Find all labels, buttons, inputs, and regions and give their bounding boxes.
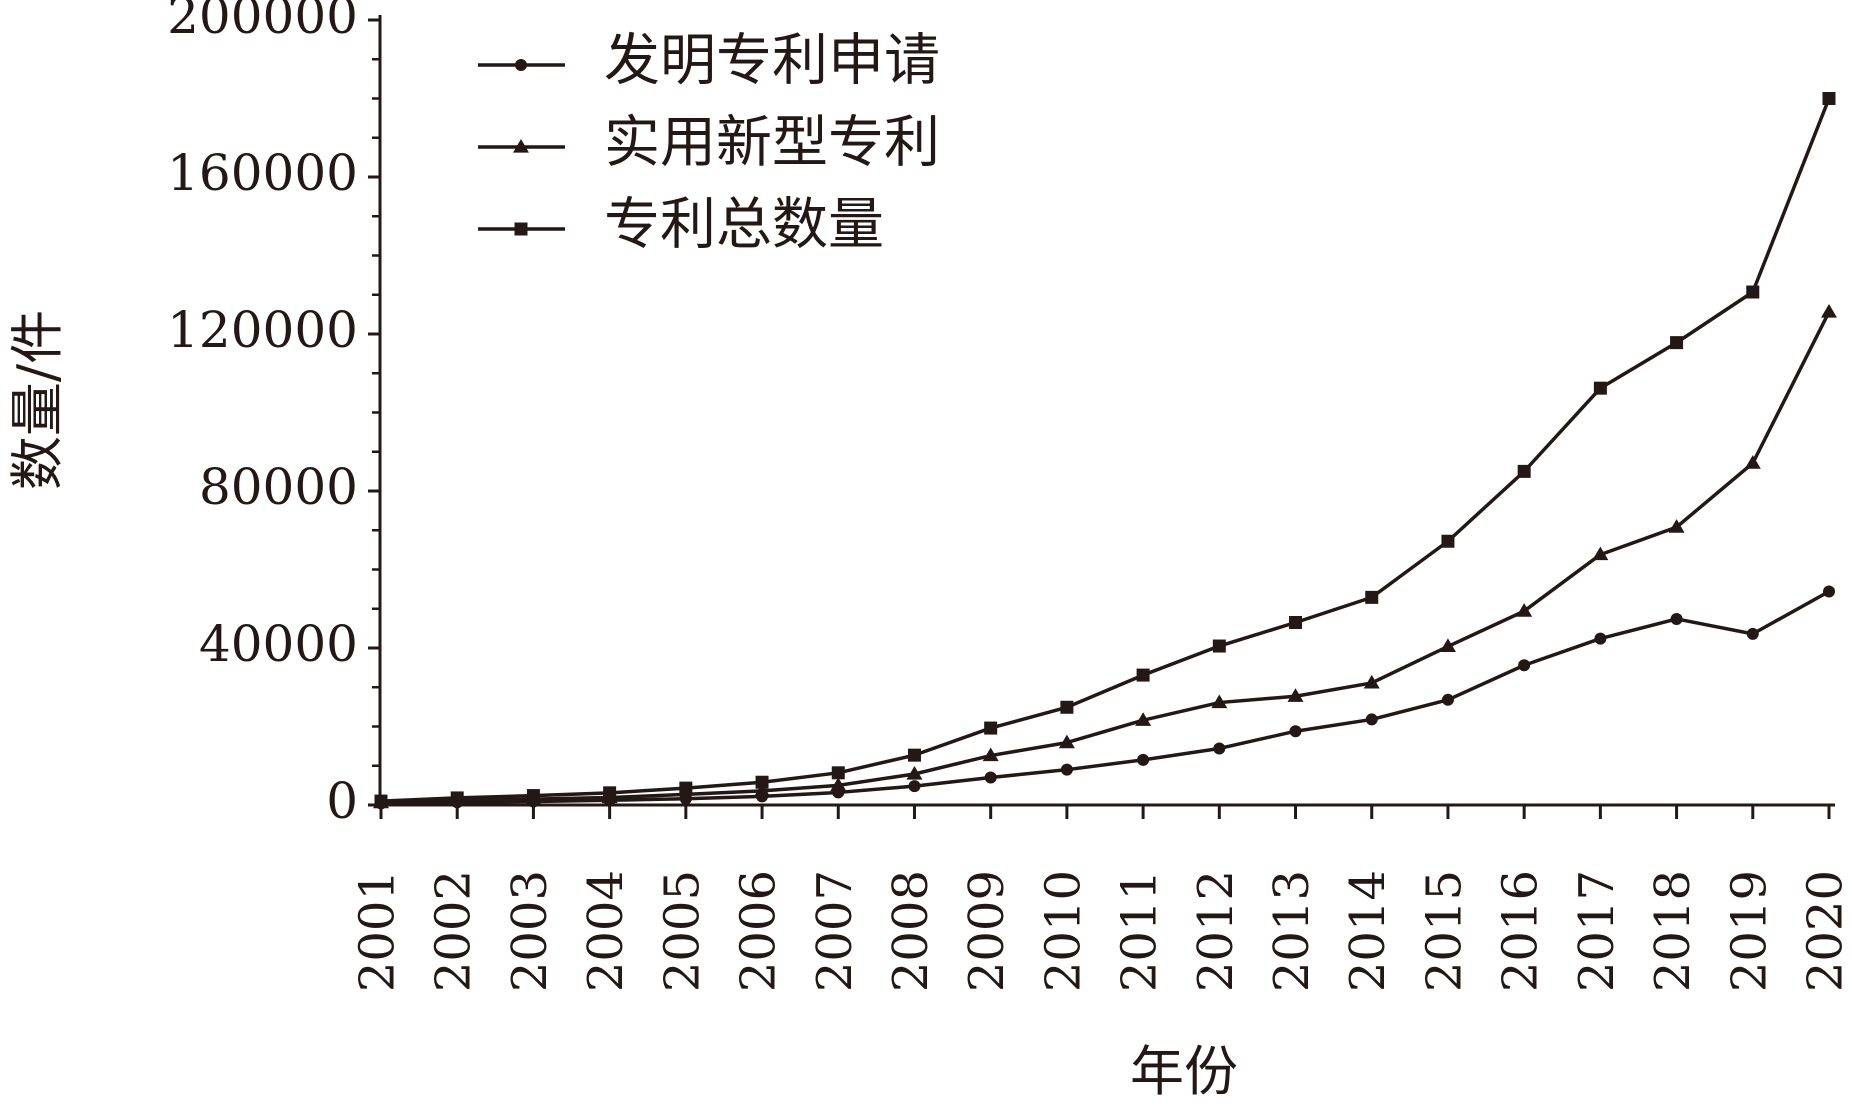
x-tick-label: 2012 (1188, 870, 1244, 992)
x-tick-label: 2002 (426, 870, 482, 992)
data-point (1594, 382, 1607, 395)
data-point (1441, 535, 1454, 548)
series-line (381, 99, 1829, 802)
x-tick-label: 2008 (883, 870, 939, 992)
series-lines (373, 92, 1837, 809)
x-tick-label: 2004 (578, 870, 634, 992)
data-point (1289, 616, 1302, 629)
x-tick-label: 2019 (1721, 870, 1777, 992)
legend-entry: 实用新型专利 (478, 111, 940, 176)
data-point (1060, 701, 1073, 714)
series-3 (375, 92, 1836, 808)
data-point (1213, 742, 1225, 754)
series-line (381, 591, 1829, 803)
series-1 (375, 585, 1835, 809)
legend-label: 实用新型专利 (604, 111, 940, 176)
data-point (1518, 465, 1531, 478)
x-axis-title: 年份 (1130, 1040, 1238, 1103)
x-tick-label: 2013 (1264, 870, 1320, 992)
y-tick-label: 160000 (167, 144, 358, 202)
data-point (985, 772, 997, 784)
x-tick-label: 2011 (1112, 870, 1168, 992)
y-tick-label: 120000 (167, 301, 358, 359)
x-tick-label: 2009 (959, 870, 1015, 992)
data-point (1821, 304, 1837, 318)
x-tick-label: 2015 (1416, 870, 1472, 992)
data-point (679, 782, 692, 795)
data-point (375, 795, 388, 808)
x-tick-label: 2007 (807, 870, 863, 992)
x-tick-label: 2020 (1798, 870, 1852, 992)
x-tick-label: 2003 (502, 870, 558, 992)
data-point (1670, 336, 1683, 349)
data-point (1366, 713, 1378, 725)
x-tick-label: 2010 (1035, 870, 1091, 992)
legend-label: 专利总数量 (604, 193, 884, 258)
legend-marker (515, 59, 527, 71)
data-point (1594, 633, 1606, 645)
y-tick-label: 40000 (199, 615, 358, 673)
y-tick-label: 200000 (167, 0, 358, 45)
x-tick-label: 2014 (1340, 870, 1396, 992)
y-tick-label: 0 (326, 772, 358, 830)
x-tick-label: 2005 (654, 870, 710, 992)
series-line (381, 312, 1829, 803)
y-tick-label: 80000 (199, 458, 358, 516)
data-point (1137, 754, 1149, 766)
data-point (451, 791, 464, 804)
data-point (1213, 640, 1226, 653)
legend-label: 发明专利申请 (604, 29, 940, 94)
x-tick-label: 2006 (731, 870, 787, 992)
data-point (1442, 694, 1454, 706)
data-point (1745, 455, 1761, 469)
data-point (1518, 659, 1530, 671)
data-point (908, 780, 920, 792)
data-point (1671, 613, 1683, 625)
data-point (1365, 591, 1378, 604)
data-point (1823, 92, 1836, 105)
legend-entry: 发明专利申请 (478, 29, 940, 94)
data-point (1290, 725, 1302, 737)
data-point (984, 722, 997, 735)
data-point (1061, 764, 1073, 776)
y-axis-title: 数量/件 (6, 310, 69, 490)
x-tick-label: 2016 (1493, 870, 1549, 992)
data-point (1137, 669, 1150, 682)
legend-marker (515, 223, 528, 236)
data-point (1747, 628, 1759, 640)
x-tick-label: 2001 (350, 870, 406, 992)
x-tick-label: 2018 (1645, 870, 1701, 992)
data-point (908, 749, 921, 762)
legend-entry: 专利总数量 (478, 193, 884, 258)
data-point (527, 789, 540, 802)
data-point (1823, 585, 1835, 597)
data-point (832, 766, 845, 779)
data-point (603, 786, 616, 799)
x-tick-label: 2017 (1569, 870, 1625, 992)
data-point (1746, 286, 1759, 299)
data-point (756, 776, 769, 789)
